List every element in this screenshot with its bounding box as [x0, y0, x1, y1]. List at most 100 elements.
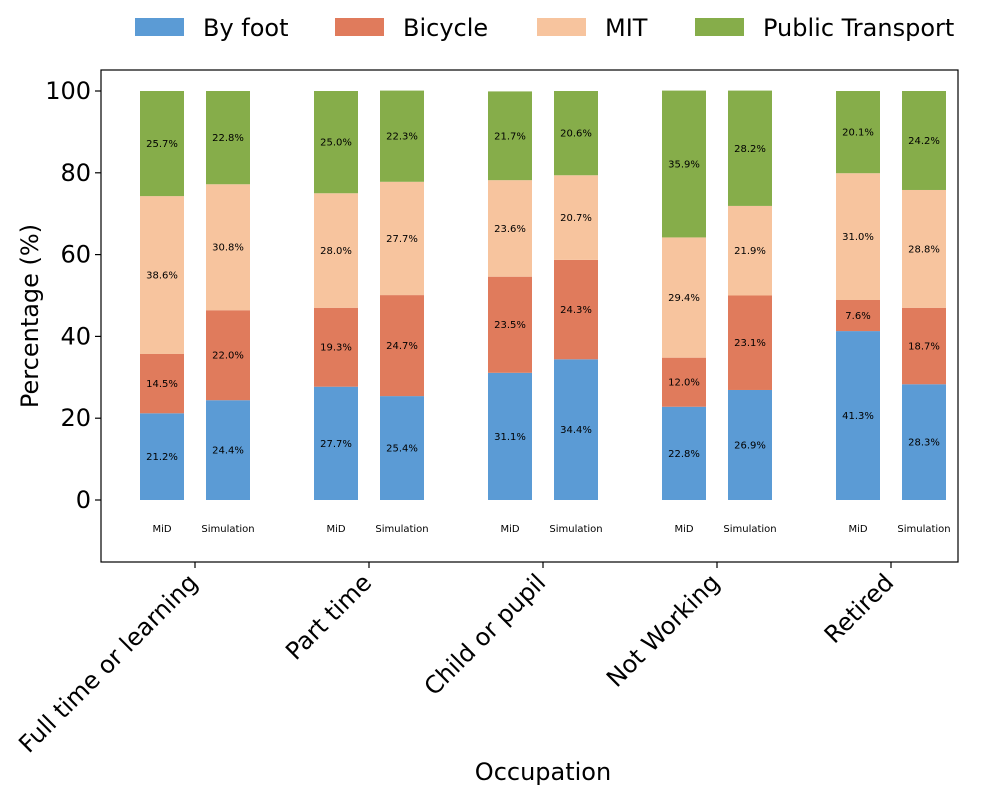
bar-segment-bicycle: [662, 357, 706, 407]
bar-segment-public-transport: [140, 91, 184, 197]
bar-segment-public-transport: [554, 91, 598, 176]
legend-label: Public Transport: [763, 14, 954, 42]
bar-value-label: 31.1%: [494, 432, 526, 443]
bar-source-label: MiD: [152, 524, 171, 535]
bar-segment-public-transport: [206, 91, 250, 185]
bar-value-label: 28.2%: [734, 144, 766, 155]
bar-value-label: 28.8%: [908, 244, 940, 255]
bar-value-label: 24.3%: [560, 305, 592, 316]
bar-value-label: 20.1%: [842, 128, 874, 139]
bar-value-label: 18.7%: [908, 342, 940, 353]
x-tick-label: Retired: [819, 568, 899, 648]
bar-value-label: 22.8%: [668, 449, 700, 460]
bar-source-label: Simulation: [723, 524, 776, 535]
x-tick-label: Full time or learning: [13, 568, 203, 758]
bar-value-label: 27.7%: [386, 234, 418, 245]
bar-value-label: 20.7%: [560, 213, 592, 224]
bar-value-label: 24.7%: [386, 341, 418, 352]
x-tick-label: Part time: [280, 568, 377, 665]
bar-value-label: 24.4%: [212, 446, 244, 457]
bar-segment-by-foot: [380, 396, 424, 500]
bar-segment-mit: [836, 173, 880, 300]
bar-segment-bicycle: [902, 307, 946, 385]
bar-segment-mit: [554, 175, 598, 260]
bar-segment-mit: [206, 184, 250, 311]
bar-value-label: 23.6%: [494, 224, 526, 235]
bar-source-label: Simulation: [201, 524, 254, 535]
bar-segment-mit: [728, 205, 772, 296]
bar-value-label: 28.3%: [908, 438, 940, 449]
legend-swatch: [537, 18, 586, 36]
bar-segment-by-foot: [836, 331, 880, 500]
y-axis-label: Percentage (%): [16, 224, 44, 408]
x-tick-label: Child or pupil: [419, 568, 551, 700]
bar-value-label: 35.9%: [668, 160, 700, 171]
bar-segment-public-transport: [836, 91, 880, 174]
bar-value-label: 25.0%: [320, 138, 352, 149]
bar-source-label: MiD: [500, 524, 519, 535]
plot-frame: [100, 69, 959, 563]
bar-segment-public-transport: [728, 90, 772, 206]
bar-segment-mit: [314, 193, 358, 308]
bar-value-label: 14.5%: [146, 379, 178, 390]
y-tick-label: 0: [76, 486, 91, 514]
bar-segment-public-transport: [662, 90, 706, 238]
bar-value-label: 38.6%: [146, 271, 178, 282]
bar-segment-by-foot: [314, 386, 358, 500]
bar-segment-mit: [662, 237, 706, 358]
bar-segment-bicycle: [836, 299, 880, 332]
bar-source-label: MiD: [848, 524, 867, 535]
bar-source-label: MiD: [326, 524, 345, 535]
y-tick-label: 100: [45, 77, 91, 105]
bar-source-label: Simulation: [375, 524, 428, 535]
bar-segment-public-transport: [314, 91, 358, 194]
bar-value-label: 21.2%: [146, 452, 178, 463]
bar-segment-by-foot: [902, 384, 946, 500]
bar-segment-by-foot: [662, 406, 706, 500]
bar-value-label: 12.0%: [668, 378, 700, 389]
bar-value-label: 19.3%: [320, 343, 352, 354]
legend-swatch: [135, 18, 184, 36]
x-tick-label: Not Working: [601, 568, 725, 692]
bar-segment-public-transport: [902, 91, 946, 190]
bar-value-label: 34.4%: [560, 425, 592, 436]
bar-segment-mit: [902, 189, 946, 308]
bar-value-label: 21.7%: [494, 131, 526, 142]
bar-segment-bicycle: [206, 310, 250, 401]
bar-segment-bicycle: [554, 259, 598, 360]
bar-segment-mit: [140, 196, 184, 354]
bar-value-label: 29.4%: [668, 293, 700, 304]
bar-value-label: 22.8%: [212, 133, 244, 144]
bar-segment-mit: [488, 180, 532, 277]
bar-segment-by-foot: [554, 359, 598, 500]
bar-value-label: 21.9%: [734, 246, 766, 257]
legend-label: By foot: [203, 14, 289, 42]
x-axis-label: Occupation: [475, 758, 611, 786]
y-tick-label: 80: [60, 159, 91, 187]
bar-value-label: 27.7%: [320, 439, 352, 450]
bar-value-label: 25.4%: [386, 444, 418, 455]
legend: By foot Bicycle MIT Public Transport: [135, 14, 954, 42]
legend-swatch: [695, 18, 744, 36]
bar-segment-mit: [380, 181, 424, 296]
bar-value-label: 28.0%: [320, 246, 352, 257]
bar-value-label: 22.3%: [386, 132, 418, 143]
bar-segment-by-foot: [728, 389, 772, 500]
bar-value-label: 7.6%: [845, 311, 870, 322]
bar-value-label: 26.9%: [734, 440, 766, 451]
bar-segment-bicycle: [380, 295, 424, 397]
bar-value-label: 22.0%: [212, 351, 244, 362]
bar-source-label: MiD: [674, 524, 693, 535]
bar-segment-bicycle: [314, 307, 358, 387]
bar-value-label: 23.1%: [734, 338, 766, 349]
y-tick-label: 40: [60, 322, 91, 350]
bar-value-label: 30.8%: [212, 243, 244, 254]
bar-value-label: 41.3%: [842, 411, 874, 422]
bar-segment-by-foot: [488, 372, 532, 500]
bar-value-label: 20.6%: [560, 129, 592, 140]
legend-label: Bicycle: [403, 14, 488, 42]
y-tick-label: 20: [60, 404, 91, 432]
bar-source-label: Simulation: [549, 524, 602, 535]
